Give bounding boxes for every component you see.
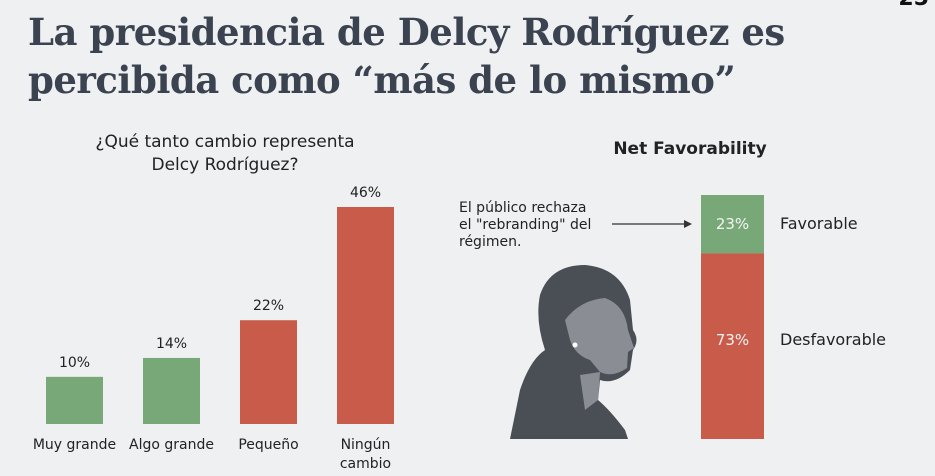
favorability-title: Net Favorability xyxy=(613,139,767,159)
bar-value-label: 10% xyxy=(59,355,90,371)
annotation-text: régimen. xyxy=(459,234,521,250)
silhouette-icon xyxy=(510,265,637,439)
bar-chart-title-line-1: ¿Qué tanto cambio representa xyxy=(95,132,355,152)
bar-value-label: 14% xyxy=(156,336,187,352)
page-title-line-2: percibida como “más de lo mismo” xyxy=(28,58,736,102)
bar-chart-title-line-2: Delcy Rodríguez? xyxy=(151,155,299,175)
segment-name-label: Desfavorable xyxy=(780,330,886,349)
segment-value-label: 23% xyxy=(716,215,749,233)
page-title-line-1: La presidencia de Delcy Rodríguez es xyxy=(28,10,785,54)
arrow-head-icon xyxy=(684,220,692,228)
segment-value-label: 73% xyxy=(716,331,749,349)
bar-value-label: 22% xyxy=(253,298,284,314)
category-label: Pequeño xyxy=(238,437,298,453)
category-label: cambio xyxy=(340,456,391,472)
bar xyxy=(46,376,103,424)
bar xyxy=(143,357,200,424)
category-label: Ningún xyxy=(341,437,391,453)
page-title: La presidencia de Delcy Rodríguez es per… xyxy=(28,8,785,104)
category-label: Algo grande xyxy=(129,437,214,453)
stacked-segment xyxy=(701,253,764,439)
annotation xyxy=(612,220,692,228)
bar-chart-title: ¿Qué tanto cambio representa Delcy Rodrí… xyxy=(40,131,410,177)
category-label: Muy grande xyxy=(33,437,116,453)
annotation-text: El público rechaza xyxy=(459,200,586,216)
page-number: 25 xyxy=(898,0,929,11)
annotation-text: el "rebranding" del xyxy=(459,217,591,233)
bar-value-label: 46% xyxy=(350,185,381,201)
segment-name-label: Favorable xyxy=(780,214,858,233)
stacked-segment xyxy=(701,195,764,254)
bar xyxy=(240,320,297,424)
bar xyxy=(337,207,394,424)
